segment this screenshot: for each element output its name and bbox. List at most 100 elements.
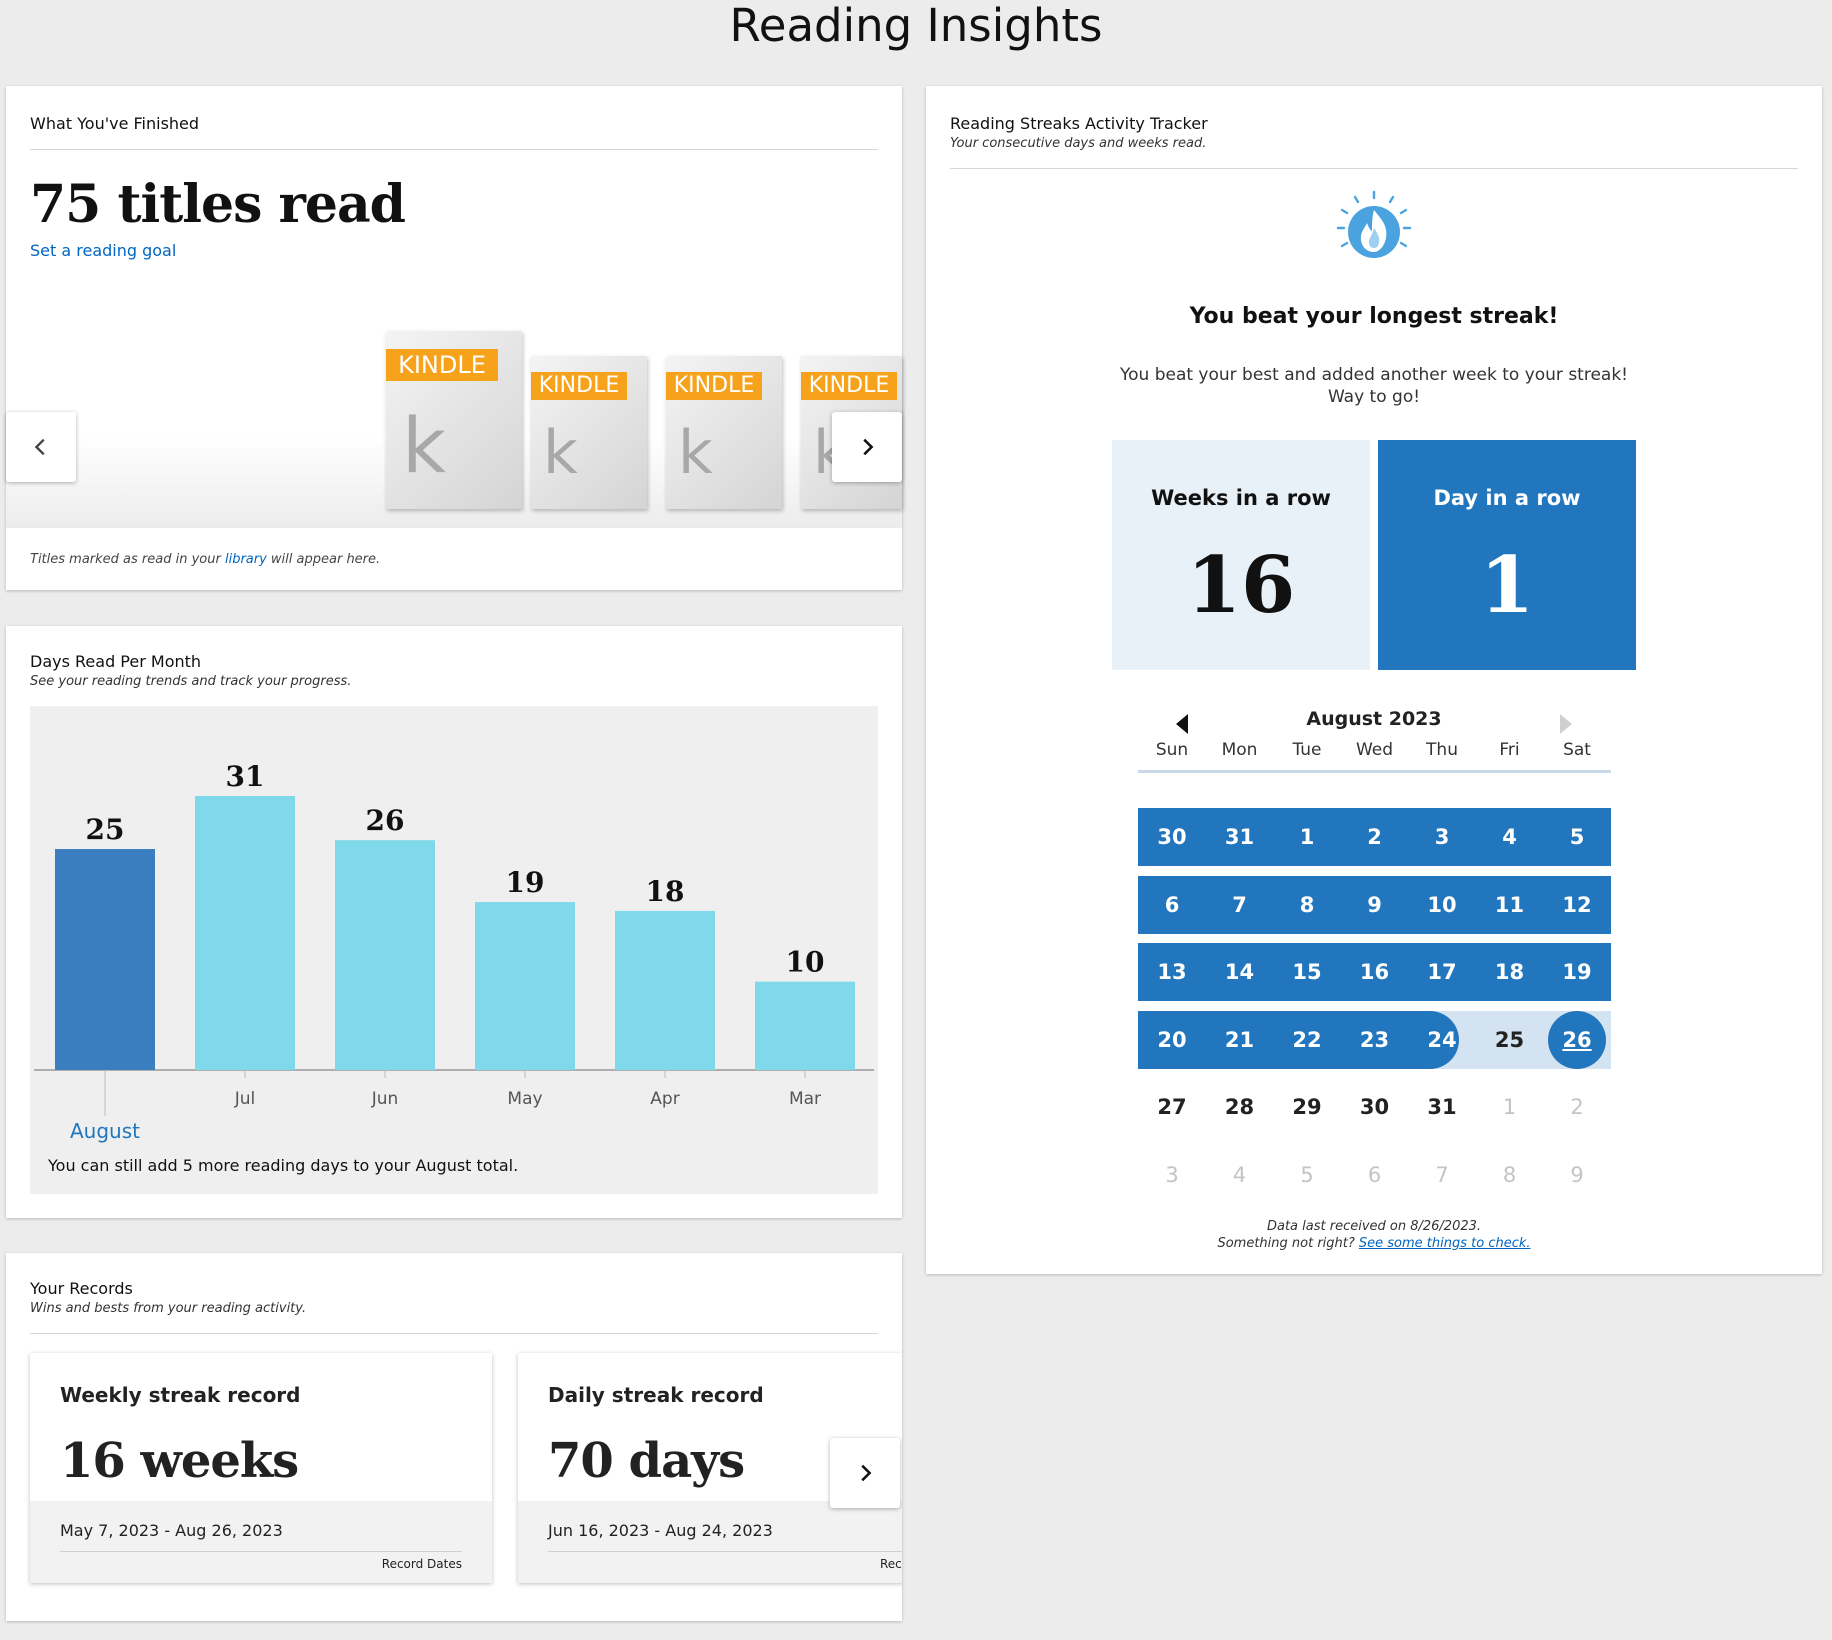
calendar-day[interactable]: 25 — [1494, 1027, 1525, 1052]
streaks-subtitle: Your consecutive days and weeks read. — [950, 136, 1207, 151]
calendar-day[interactable]: 13 — [1157, 960, 1187, 984]
data-label: 19 — [506, 866, 545, 899]
days-in-a-row-label: Day in a row — [1433, 486, 1581, 510]
calendar-day[interactable]: 27 — [1157, 1095, 1187, 1119]
calendar-day[interactable]: 1 — [1502, 1095, 1517, 1119]
days-read-subtitle: See your reading trends and track your p… — [30, 674, 352, 689]
calendar-next-month-button[interactable] — [1556, 712, 1576, 736]
calendar-day[interactable]: 12 — [1562, 892, 1592, 917]
data-label: 10 — [786, 946, 825, 979]
weeks-in-a-row-label: Weeks in a row — [1151, 486, 1331, 510]
record-title: Daily streak record — [548, 1383, 764, 1407]
book-cover[interactable]: KINDLE k — [386, 331, 522, 509]
calendar-day[interactable]: 15 — [1292, 960, 1322, 984]
calendar-day[interactable]: 30 — [1157, 825, 1187, 849]
titles-read-count: 75 titles read — [30, 174, 406, 235]
page-title: Reading Insights — [729, 0, 1103, 52]
weekday-label: Mon — [1221, 740, 1258, 760]
calendar-day[interactable]: 1 — [1299, 825, 1315, 849]
calendar-day[interactable]: 9 — [1367, 892, 1382, 917]
calendar-day[interactable]: 31 — [1224, 825, 1255, 849]
library-link[interactable]: library — [224, 552, 267, 567]
days-read-title: Days Read Per Month — [30, 652, 202, 671]
calendar-day[interactable]: 8 — [1299, 892, 1315, 917]
calendar-day[interactable]: 20 — [1157, 1027, 1187, 1052]
calendar-day[interactable]: 8 — [1502, 1162, 1517, 1187]
divider — [30, 1333, 878, 1334]
bar-jun — [335, 840, 435, 1070]
calendar-day[interactable]: 10 — [1427, 892, 1457, 917]
data-label: 18 — [646, 875, 685, 908]
calendar-day[interactable]: 19 — [1562, 960, 1592, 984]
weekday-label: Sun — [1155, 740, 1189, 760]
kindle-badge: KINDLE — [801, 372, 897, 400]
streaks-card: Reading Streaks Activity Tracker Your co… — [926, 86, 1822, 1274]
calendar-day[interactable]: 28 — [1224, 1095, 1255, 1119]
kindle-logo-icon: k — [678, 418, 713, 488]
bar-mar — [755, 981, 855, 1070]
flame-icon — [1336, 190, 1412, 258]
calendar-day[interactable]: 30 — [1359, 1095, 1390, 1119]
calendar-day[interactable]: 18 — [1494, 960, 1525, 984]
calendar-day[interactable]: 11 — [1494, 892, 1525, 917]
calendar-day[interactable]: 6 — [1367, 1162, 1382, 1187]
calendar-header-rule — [1138, 770, 1611, 773]
tick-label: Mar — [789, 1089, 821, 1109]
calendar-day[interactable]: 24 — [1427, 1027, 1457, 1052]
calendar-day[interactable]: 9 — [1570, 1162, 1584, 1187]
calendar-day[interactable]: 6 — [1164, 892, 1180, 917]
data-label: 26 — [366, 804, 405, 837]
calendar-day[interactable]: 3 — [1434, 825, 1450, 849]
calendar-prev-month-button[interactable] — [1172, 712, 1192, 736]
finished-note-prefix: Titles marked as read in your — [30, 552, 225, 567]
book-cover[interactable]: KINDLE k — [531, 356, 647, 509]
calendar-day[interactable]: 22 — [1292, 1027, 1322, 1052]
weekday-label: Wed — [1355, 740, 1394, 760]
calendar-day[interactable]: 14 — [1224, 960, 1255, 984]
carousel-prev-button[interactable] — [6, 412, 76, 482]
chevron-left-icon — [34, 438, 45, 456]
calendar-day[interactable]: 5 — [1300, 1162, 1314, 1187]
weeks-in-a-row-value: 16 — [1186, 540, 1296, 631]
records-card: Your Records Wins and bests from your re… — [6, 1253, 902, 1621]
kindle-badge: KINDLE — [531, 372, 627, 400]
kindle-logo-icon: k — [543, 418, 578, 488]
calendar-day[interactable]: 31 — [1427, 1095, 1457, 1119]
calendar-day[interactable]: 4 — [1232, 1162, 1247, 1187]
days-in-a-row-box: Day in a row 1 — [1378, 440, 1636, 670]
tick-label: May — [507, 1089, 542, 1109]
calendar-day[interactable]: 17 — [1427, 960, 1457, 984]
see-things-to-check-link[interactable]: See some things to check. — [1358, 1236, 1531, 1251]
streaks-title: Reading Streaks Activity Tracker — [950, 114, 1208, 133]
calendar-day[interactable]: 7 — [1435, 1162, 1449, 1187]
chevron-right-icon — [863, 438, 874, 456]
records-next-button[interactable] — [830, 1438, 900, 1508]
calendar-day[interactable]: 2 — [1570, 1095, 1584, 1119]
divider — [60, 1551, 462, 1552]
calendar-day[interactable]: 21 — [1224, 1027, 1255, 1052]
streak-week-band — [1138, 1010, 1459, 1069]
calendar-day[interactable]: 29 — [1292, 1095, 1322, 1119]
book-cover[interactable]: KINDLE k — [666, 356, 782, 509]
calendar-day[interactable]: 5 — [1569, 825, 1585, 849]
finished-card-title: What You've Finished — [30, 114, 200, 133]
set-reading-goal-link[interactable]: Set a reading goal — [30, 241, 177, 260]
carousel-next-button[interactable] — [832, 412, 902, 482]
calendar-day[interactable]: 4 — [1502, 825, 1517, 849]
record-dates: Jun 16, 2023 - Aug 24, 2023 — [548, 1521, 773, 1540]
calendar-day[interactable]: 3 — [1165, 1162, 1179, 1187]
divider — [30, 149, 878, 150]
bar-chart-svg: 25 August 31 Jul 26 Jun 19 May 18 Apr 10 Mar — [34, 760, 874, 1143]
days-read-chart: 25 August 31 Jul 26 Jun 19 May 18 Apr 10 Mar You ca… — [30, 706, 878, 1194]
calendar-day[interactable]: 26 — [1562, 1027, 1592, 1052]
weekday-label: Fri — [1499, 740, 1520, 760]
record-footer: Jun 16, 2023 - Aug 24, 2023 Record Dates — [518, 1501, 902, 1583]
calendar-day[interactable]: 7 — [1232, 892, 1247, 917]
tick-label: Jun — [371, 1089, 399, 1109]
streak-week-band — [1138, 808, 1611, 866]
calendar-day[interactable]: 16 — [1359, 960, 1390, 984]
calendar-day[interactable]: 23 — [1359, 1027, 1390, 1052]
days-remaining-note: You can still add 5 more reading days to… — [48, 1156, 519, 1175]
calendar-day[interactable]: 2 — [1367, 825, 1382, 849]
finished-note: Titles marked as read in your library wi… — [30, 552, 380, 567]
